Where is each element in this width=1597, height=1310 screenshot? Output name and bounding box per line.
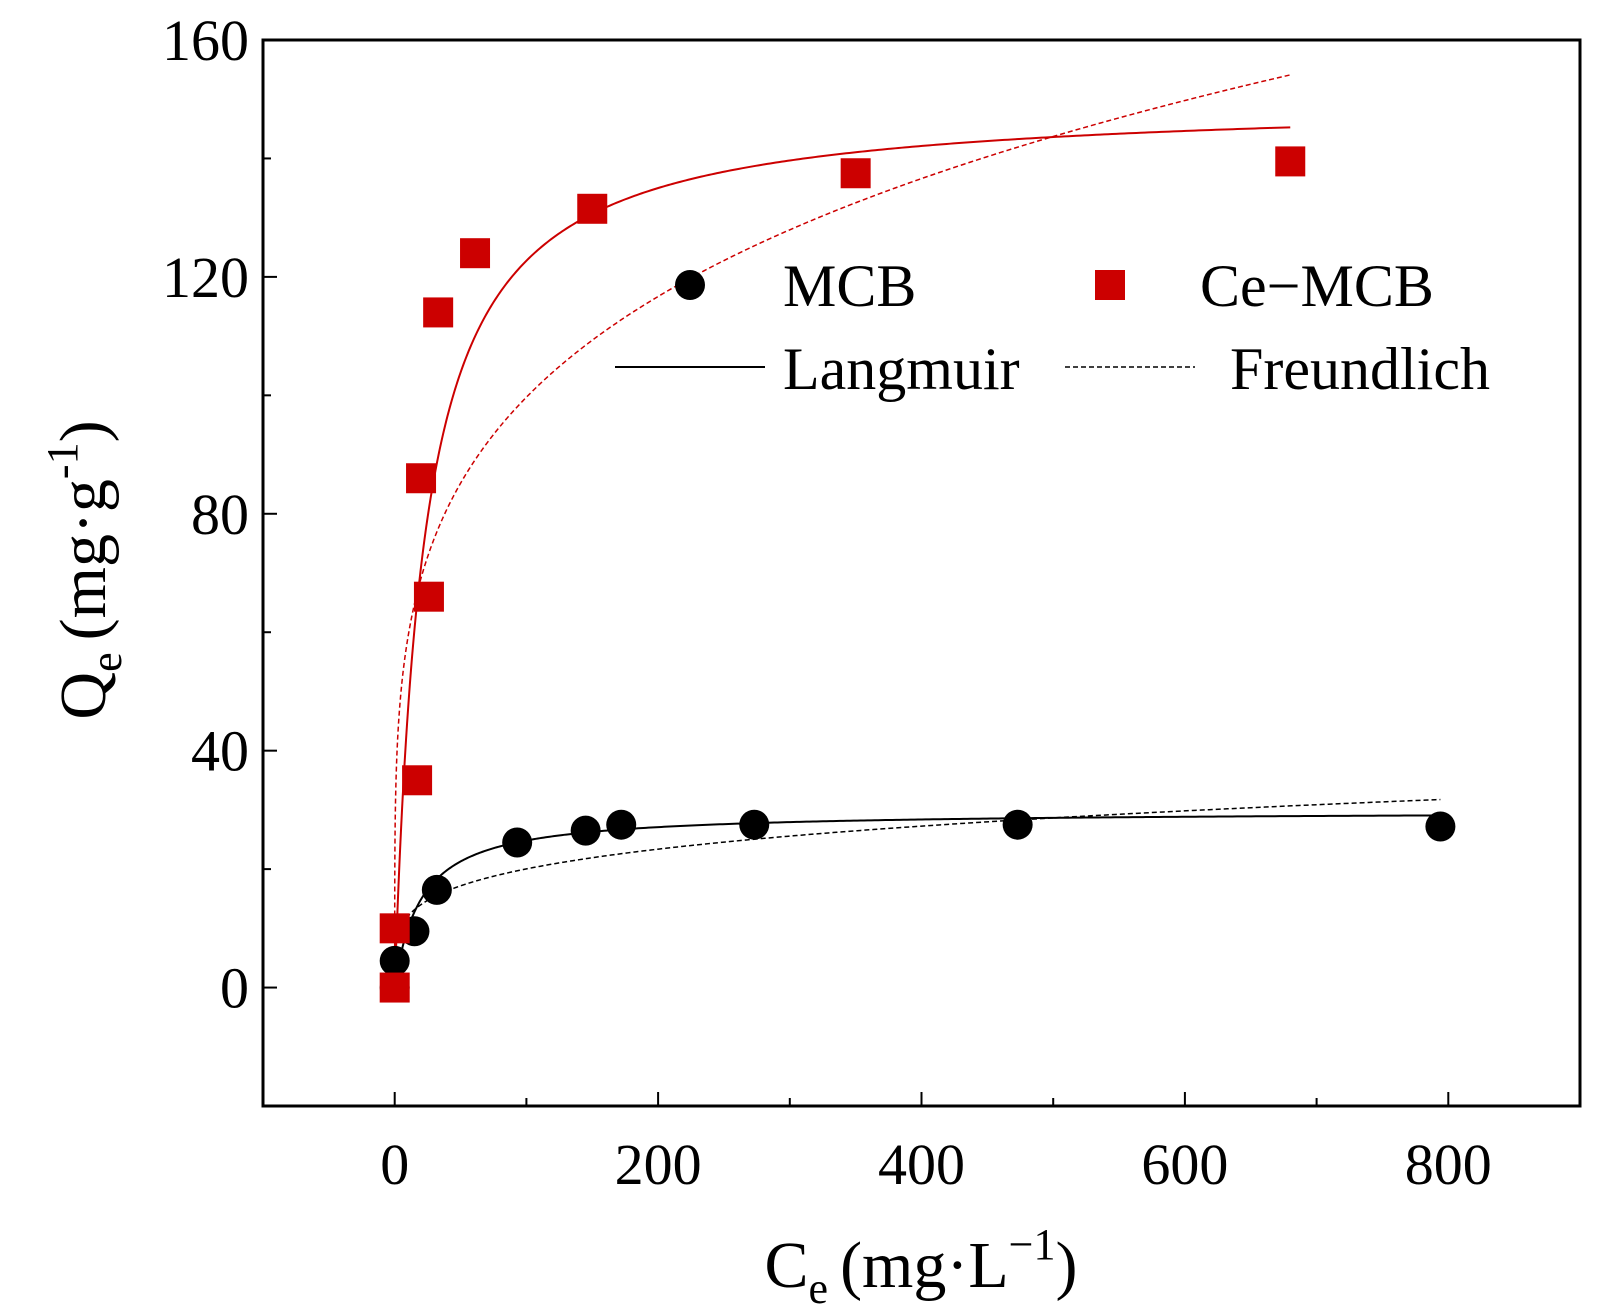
fit-curves <box>393 74 1441 988</box>
x-tick-label: 400 <box>878 1132 965 1197</box>
legend-label-mcb: MCB <box>783 253 916 319</box>
point-ce-mcb <box>577 193 608 224</box>
x-axis-title-close: ) <box>1056 1229 1078 1302</box>
y-axis-title-sup: -1 <box>38 442 87 479</box>
y-axis-title-sub: e <box>82 652 131 672</box>
point-mcb <box>502 827 533 858</box>
langmuir-curve-mcb <box>393 814 1441 988</box>
point-ce-mcb <box>379 913 410 944</box>
point-mcb <box>1002 809 1033 840</box>
y-axis-title: Qe (mg·g-1) <box>38 420 131 719</box>
y-tick-label: 0 <box>220 956 249 1021</box>
x-axis-title: Ce (mg·L−1) <box>765 1220 1078 1310</box>
y-tick-label: 120 <box>162 245 249 310</box>
x-axis-title-unit: (mg·L <box>840 1229 1009 1302</box>
plot-frame <box>261 38 1582 1108</box>
x-tick-label: 800 <box>1405 1132 1492 1197</box>
legend-label-ce-mcb: Ce−MCB <box>1200 253 1434 319</box>
point-mcb <box>379 945 410 976</box>
point-ce-mcb <box>402 765 433 796</box>
x-tick-label: 0 <box>380 1132 409 1197</box>
point-ce-mcb <box>423 297 454 328</box>
point-mcb <box>739 809 770 840</box>
freundlich-curve-ce-mcb <box>393 74 1291 988</box>
x-tick-label: 600 <box>1141 1132 1228 1197</box>
point-mcb <box>606 809 637 840</box>
point-ce-mcb <box>379 972 410 1003</box>
y-axis-title-close: ) <box>47 420 120 442</box>
y-tick-label: 160 <box>162 8 249 73</box>
point-mcb <box>1425 811 1456 842</box>
legend-marker-ce-mcb <box>1095 270 1125 300</box>
data-points <box>379 146 1456 1003</box>
point-ce-mcb <box>460 238 491 269</box>
x-tick-label: 200 <box>615 1132 702 1197</box>
axis-ticks <box>262 39 1581 1107</box>
point-ce-mcb <box>840 158 871 189</box>
y-tick-label: 40 <box>191 719 249 784</box>
legend-marker-mcb <box>675 270 705 300</box>
x-tick-labels: 0 200 400 600 800 <box>380 1132 1492 1197</box>
y-tick-label: 80 <box>191 482 249 547</box>
langmuir-curve-ce-mcb <box>393 126 1291 988</box>
legend: MCB Ce−MCB Langmuir Freundlich <box>615 253 1490 402</box>
point-ce-mcb <box>413 581 444 612</box>
freundlich-curve-mcb <box>393 798 1441 988</box>
legend-label-freundlich: Freundlich <box>1230 336 1490 402</box>
legend-label-langmuir: Langmuir <box>783 336 1020 402</box>
point-ce-mcb <box>1275 146 1306 177</box>
point-mcb <box>570 815 601 846</box>
y-axis-title-unit: (mg·g <box>47 479 120 640</box>
point-ce-mcb <box>406 463 437 494</box>
x-axis-title-sup: −1 <box>1009 1220 1056 1269</box>
y-axis-title-base: Q <box>47 672 120 720</box>
point-mcb <box>421 874 452 905</box>
x-axis-title-sub: e <box>809 1264 829 1310</box>
y-tick-labels: 0 40 80 120 160 <box>162 8 249 1021</box>
x-axis-title-base: C <box>765 1229 809 1302</box>
